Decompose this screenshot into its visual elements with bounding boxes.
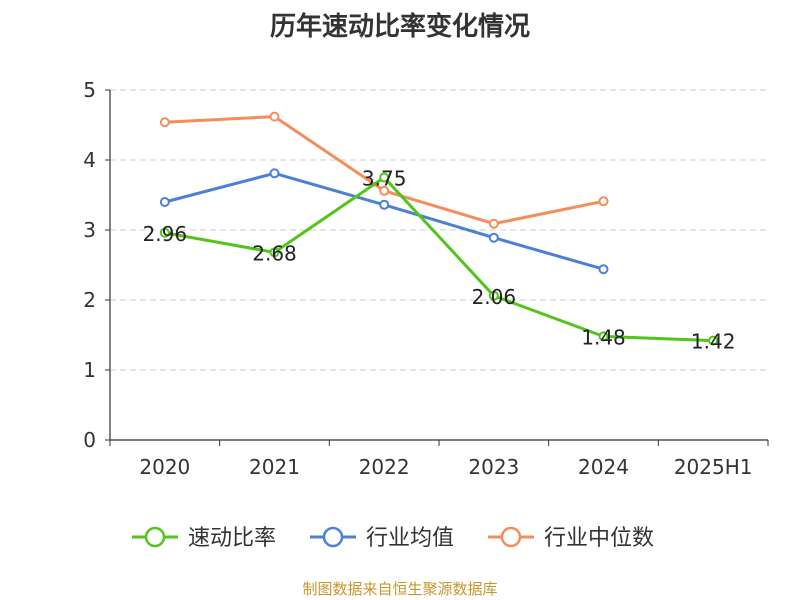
legend-item[interactable]: 行业中位数 [488,526,654,551]
series-line [164,176,714,343]
data-point [159,227,170,238]
data-point [598,264,609,275]
legend-label: 行业均值 [366,526,454,551]
legend: 速动比率 行业均值 行业中位数 [132,526,654,551]
y-tick-label: 0 [83,428,96,452]
y-tick-label: 3 [83,218,96,242]
grid-lines [110,89,768,371]
data-point [159,197,170,207]
y-tick-labels: 0 1 2 3 4 5 [83,78,96,452]
data-label: 3.75 [362,167,407,191]
x-tick-labels: 2020 2021 2022 2023 2024 2025H1 [139,455,752,479]
data-label: 2.96 [143,222,188,246]
x-tick-label: 2022 [359,455,410,479]
data-point [708,335,719,346]
data-point [269,111,280,122]
data-point [488,232,499,243]
y-tick-label: 5 [83,78,96,102]
legend-marker [500,526,522,548]
y-tick-label: 4 [83,148,96,172]
chart-title: 历年速动比率变化情况 [269,12,530,42]
data-point [598,196,609,207]
data-label: 1.42 [691,330,736,354]
source-note: 制图数据来自恒生聚源数据库 [302,580,498,598]
data-point [269,168,280,179]
axes [105,89,769,446]
data-point [379,172,390,183]
legend-marker [322,526,344,548]
x-tick-label: 2024 [578,455,629,479]
x-tick-label: 2023 [468,455,519,479]
data-labels: 2.96 2.68 3.75 2.06 1.48 1.42 [143,167,736,354]
data-point [379,199,390,210]
data-point [598,331,609,342]
data-point [269,247,280,258]
legend-item[interactable]: 行业均值 [310,526,454,551]
data-point [488,290,499,301]
data-point [488,218,499,229]
data-label: 2.06 [472,285,517,309]
legend-item[interactable]: 速动比率 [132,526,276,551]
data-label: 2.68 [252,241,297,265]
series-lines [164,115,714,343]
data-point [159,117,170,128]
y-tick-label: 2 [83,288,96,312]
data-point [379,185,390,196]
legend-label: 行业中位数 [544,526,654,551]
x-tick-label: 2021 [249,455,300,479]
legend-marker [144,526,166,548]
data-label: 1.48 [581,325,626,349]
legend-label: 速动比率 [188,526,276,551]
series-points [159,111,719,346]
y-tick-label: 1 [83,358,96,382]
x-tick-label: 2020 [139,455,190,479]
x-tick-label: 2025H1 [674,455,753,479]
